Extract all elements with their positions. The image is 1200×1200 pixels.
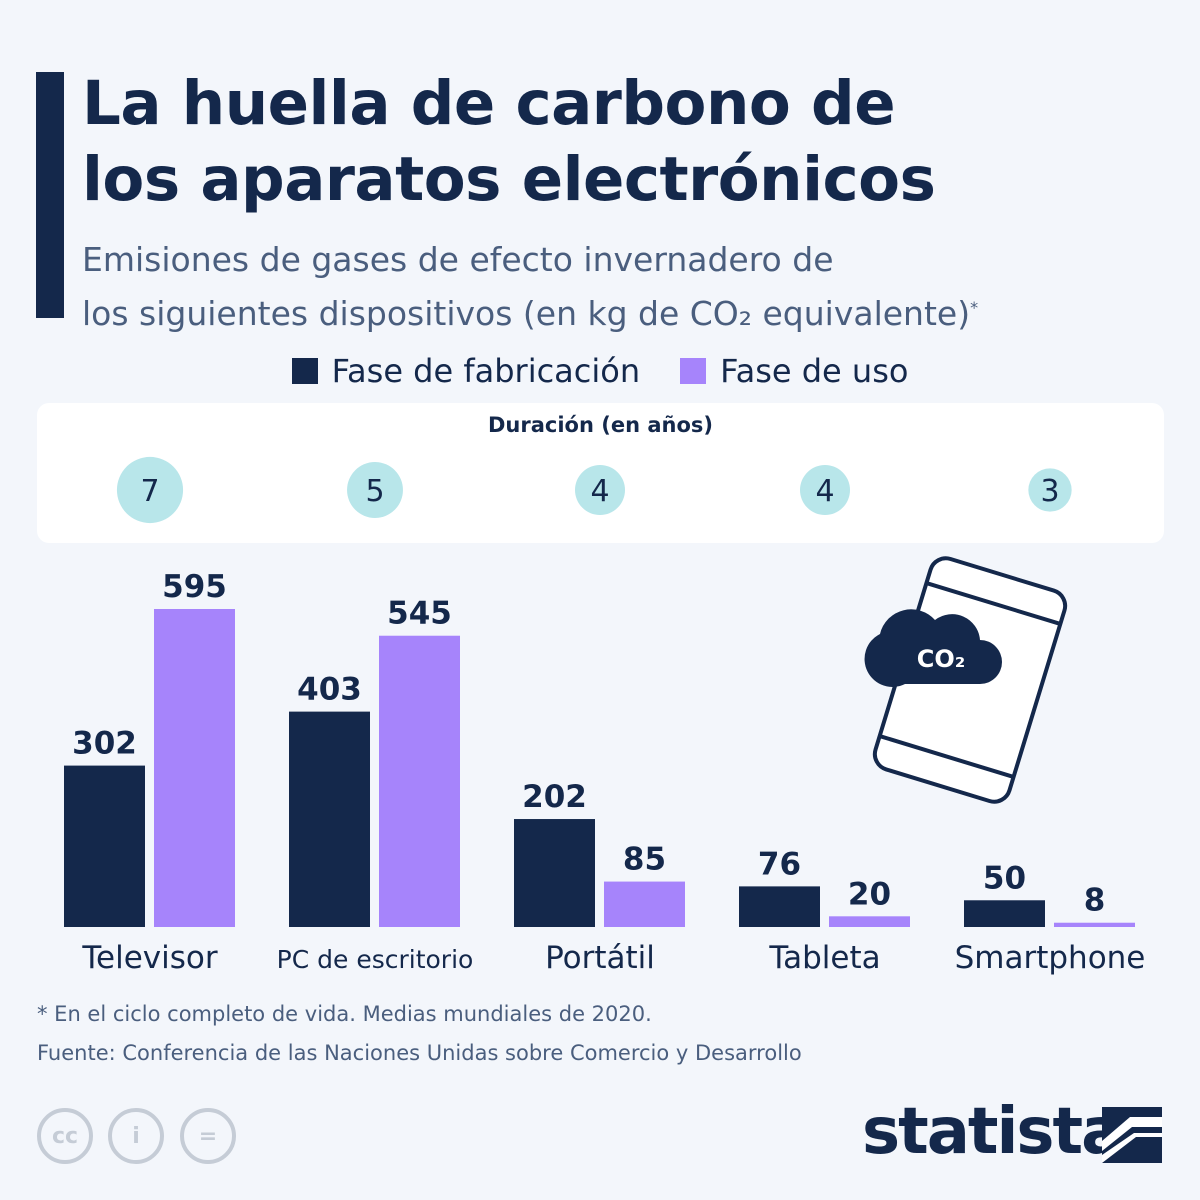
category-label: Portátil — [545, 940, 655, 976]
bar — [739, 886, 820, 927]
data-label: 20 — [848, 876, 891, 912]
subtitle-line-1: Emisiones de gases de efecto invernadero… — [82, 240, 834, 279]
statista-logo[interactable]: statista — [862, 1095, 1162, 1169]
duration-value: 3 — [1040, 474, 1059, 509]
bar — [64, 765, 145, 927]
bar — [154, 609, 235, 927]
no-derivatives-icon[interactable]: = — [180, 1108, 236, 1164]
category-label: Smartphone — [955, 940, 1146, 976]
legend-swatch — [291, 358, 318, 384]
bar — [1054, 922, 1135, 927]
title-accent-bar — [36, 72, 64, 318]
data-label: 403 — [297, 672, 362, 708]
data-label: 302 — [72, 726, 137, 762]
attribution-icon[interactable]: i — [108, 1108, 164, 1164]
duration-circle — [1028, 468, 1072, 512]
cloud-icon: CO₂ — [864, 609, 1002, 687]
data-label: 202 — [522, 779, 587, 815]
data-label: 50 — [983, 860, 1026, 896]
duration-circle — [116, 456, 184, 524]
bar — [604, 881, 685, 927]
duration-value: 4 — [815, 474, 834, 509]
data-label: 85 — [623, 842, 666, 878]
footnote: * En el ciclo completo de vida. Medias m… — [37, 1002, 652, 1026]
category-label: PC de escritorio — [277, 945, 474, 974]
title-line-1: La huella de carbono de — [82, 68, 896, 139]
data-label: 8 — [1084, 883, 1106, 919]
data-label: 595 — [162, 569, 227, 605]
category-label: Tableta — [768, 940, 880, 976]
logo-text: statista — [862, 1095, 1124, 1169]
bar — [829, 916, 910, 927]
duration-circle — [347, 462, 403, 518]
subtitle: Emisiones de gases de efecto invernadero… — [82, 236, 978, 338]
duration-circle — [575, 465, 625, 515]
legend-label: Fase de uso — [720, 352, 909, 390]
title-line-2: los aparatos electrónicos — [82, 144, 936, 215]
duration-circle — [800, 465, 850, 515]
duration-value: 7 — [140, 474, 159, 509]
legend-item-manufacturing: Fase de fabricación — [291, 352, 641, 390]
cc-icon[interactable]: cc — [37, 1108, 93, 1164]
bar — [964, 900, 1045, 927]
subtitle-footnote-mark: * — [970, 298, 979, 317]
co2-label: CO₂ — [917, 645, 966, 673]
data-label: 76 — [758, 846, 801, 882]
statista-logo-mark — [1102, 1107, 1162, 1163]
legend-swatch — [680, 358, 707, 384]
bar — [289, 711, 370, 927]
bar — [514, 819, 595, 927]
duration-value: 4 — [590, 474, 609, 509]
legend-label: Fase de fabricación — [331, 352, 641, 390]
category-label: Televisor — [81, 940, 218, 976]
legend-item-use: Fase de uso — [680, 352, 908, 390]
legend: Fase de fabricación Fase de uso — [0, 352, 1200, 390]
bar — [379, 635, 460, 927]
source: Fuente: Conferencia de las Naciones Unid… — [37, 1041, 802, 1065]
duration-title: Duración (en años) — [488, 413, 713, 437]
page-title: La huella de carbono de los aparatos ele… — [82, 66, 936, 218]
data-label: 545 — [387, 596, 452, 632]
subtitle-line-2: los siguientes dispositivos (en kg de CO… — [82, 294, 971, 333]
duration-value: 5 — [365, 474, 384, 509]
